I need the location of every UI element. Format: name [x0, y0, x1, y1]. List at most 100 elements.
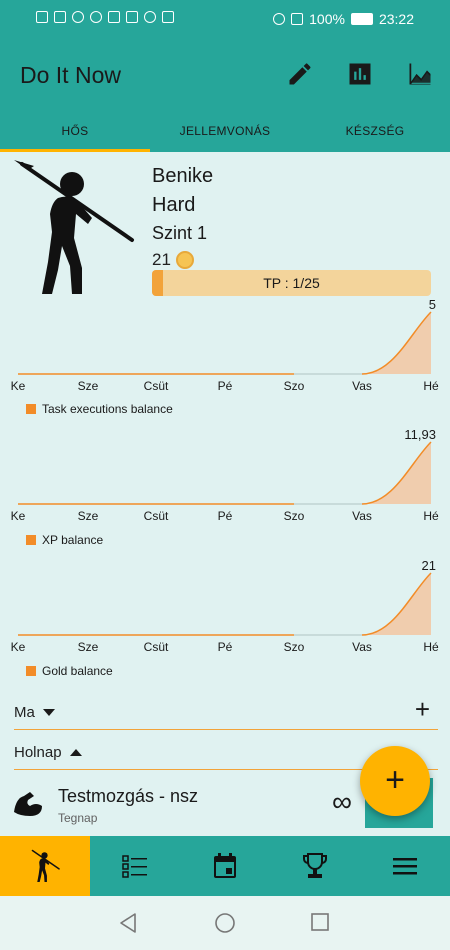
- trophy-icon: [303, 853, 327, 878]
- battery-icon: [350, 13, 373, 25]
- alarm-icon: [273, 13, 286, 25]
- section-tomorrow-label: Holnap: [14, 744, 62, 761]
- game-icon: [162, 11, 174, 23]
- wifi-icon: [72, 11, 84, 23]
- back-icon[interactable]: [118, 912, 138, 934]
- app-notification-icon: [108, 11, 120, 23]
- hero-spearman-icon: [14, 160, 134, 294]
- nav-menu[interactable]: [360, 836, 450, 896]
- hero-icon: [31, 849, 60, 882]
- menu-icon: [393, 858, 417, 875]
- status-left-icons: [36, 11, 174, 23]
- x-tick-label: Vas: [352, 379, 372, 393]
- system-nav-bar: [0, 896, 450, 950]
- status-right: 100% 23:22: [273, 11, 414, 27]
- status-bar: 100% 23:22: [0, 0, 450, 38]
- image-icon: [126, 11, 138, 23]
- add-today-button[interactable]: +: [414, 694, 430, 724]
- battery-percent: 100%: [309, 11, 345, 27]
- legend-swatch: [26, 404, 36, 414]
- x-tick-label: Vas: [352, 509, 372, 523]
- tp-progress-label: TP : 1/25: [263, 275, 320, 291]
- x-tick-label: Sze: [78, 640, 99, 654]
- recent-apps-icon[interactable]: [310, 912, 330, 932]
- nav-hero[interactable]: [0, 836, 90, 896]
- nav-list[interactable]: [90, 836, 180, 896]
- legend-label: XP balance: [42, 533, 104, 547]
- chevron-up-icon: [69, 749, 82, 756]
- legend-task-executions: Task executions balance: [26, 402, 173, 416]
- task-subtitle: Tegnap: [58, 811, 98, 825]
- coin-icon: [175, 251, 194, 269]
- section-tomorrow[interactable]: Holnap: [14, 734, 438, 770]
- calendar-icon: [214, 853, 236, 878]
- section-tomorrow-header[interactable]: Holnap: [14, 744, 82, 761]
- x-tick-label: Ke: [11, 379, 26, 393]
- infinity-icon: ∞: [332, 786, 352, 817]
- tab-traits[interactable]: JELLEMVONÁS: [179, 124, 271, 138]
- series-area: [362, 442, 431, 504]
- x-tick-label: Csüt: [144, 379, 169, 393]
- section-today[interactable]: Ma +: [14, 694, 438, 730]
- hero-info: Benike Hard Szint 1 21: [152, 162, 213, 273]
- gold-amount: 21: [152, 250, 171, 269]
- app-bar: Do It Now: [0, 38, 450, 110]
- legend-label: Task executions balance: [42, 402, 173, 416]
- section-today-label: Ma: [14, 704, 35, 721]
- tab-skills[interactable]: KÉSZSÉG: [345, 124, 405, 138]
- series-line: [361, 572, 432, 636]
- series-line: [361, 441, 432, 505]
- legend-label: Gold balance: [42, 664, 113, 678]
- legend-xp: XP balance: [26, 533, 103, 547]
- x-tick-label: Csüt: [144, 509, 169, 523]
- chevron-down-icon: [42, 709, 55, 716]
- chart-gold: 21 Ke Sze Csüt Pé Szo Vas Hé: [0, 559, 450, 677]
- x-tick-label: Ke: [11, 640, 26, 654]
- tab-hero[interactable]: HŐS: [0, 110, 150, 152]
- series-area: [362, 312, 431, 374]
- hero-difficulty: Hard: [152, 194, 196, 216]
- bar-chart-icon[interactable]: [346, 60, 374, 88]
- edit-icon[interactable]: [286, 60, 314, 88]
- vibrate-icon: [291, 13, 304, 25]
- tp-progress-bar: TP : 1/25: [152, 270, 431, 296]
- x-tick-label: Pé: [218, 509, 233, 523]
- x-tick-label: Csüt: [144, 640, 169, 654]
- x-tick-label: Vas: [352, 640, 372, 654]
- series-line: [361, 311, 432, 375]
- home-icon[interactable]: [214, 912, 236, 934]
- list-icon: [122, 855, 147, 878]
- clock: 23:22: [378, 11, 414, 27]
- tab-bar: HŐS JELLEMVONÁS KÉSZSÉG: [0, 110, 450, 152]
- app-title: Do It Now: [20, 62, 121, 88]
- tp-progress-fill: [152, 270, 164, 296]
- line-chart-icon[interactable]: [406, 60, 434, 88]
- x-tick-label: Sze: [78, 379, 99, 393]
- hero-level: Szint 1: [152, 223, 208, 243]
- x-tick-label: Szo: [284, 640, 305, 654]
- x-tick-label: Szo: [284, 379, 305, 393]
- data-label-max: 11,93: [404, 428, 436, 442]
- muscle-icon: [14, 792, 42, 816]
- chart-xp: 11,93 Ke Sze Csüt Pé Szo Vas Hé: [0, 428, 450, 546]
- x-tick-label: Hé: [423, 640, 439, 654]
- x-tick-label: Hé: [423, 509, 439, 523]
- x-tick-label: Pé: [218, 379, 233, 393]
- nav-calendar[interactable]: [180, 836, 270, 896]
- x-tick-label: Pé: [218, 640, 233, 654]
- legend-swatch: [26, 666, 36, 676]
- x-tick-label: Sze: [78, 509, 99, 523]
- x-tick-label: Ke: [11, 509, 26, 523]
- chart-task-executions: 5 Ke Sze Csüt Pé Szo Vas Hé: [0, 298, 450, 416]
- data-label-max: 5: [429, 298, 436, 312]
- legend-gold: Gold balance: [26, 664, 113, 678]
- nav-trophies[interactable]: [270, 836, 360, 896]
- add-fab-button[interactable]: +: [360, 746, 430, 816]
- series-area: [362, 573, 431, 635]
- legend-swatch: [26, 535, 36, 545]
- hero-gold: 21: [152, 247, 213, 273]
- data-label-max: 21: [422, 559, 436, 573]
- section-today-header[interactable]: Ma: [14, 704, 55, 721]
- x-tick-label: Hé: [423, 379, 439, 393]
- bottom-nav: [0, 836, 450, 896]
